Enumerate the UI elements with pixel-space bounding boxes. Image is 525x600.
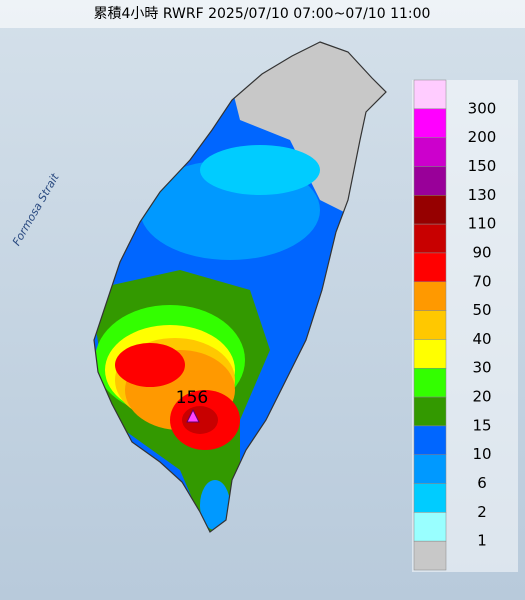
legend-swatch (413, 166, 447, 196)
legend-label: 90 (472, 243, 491, 261)
legend-label: 1 (477, 532, 487, 550)
legend-swatch (413, 79, 447, 110)
legend-label: 200 (468, 128, 497, 146)
legend-label: 30 (472, 359, 491, 377)
title-bar (0, 0, 525, 28)
coastline (93, 41, 387, 533)
legend-label: 6 (477, 474, 487, 492)
legend-label: 70 (472, 272, 491, 290)
legend-swatch (413, 425, 447, 455)
legend-label: 2 (477, 503, 487, 521)
max-marker (186, 408, 200, 423)
legend-swatch (413, 367, 447, 398)
title: 累積4小時 RWRF 2025/07/10 07:00~07/10 11:00 (94, 6, 431, 22)
legend-label: 130 (468, 186, 497, 204)
legend-swatch (413, 454, 447, 484)
legend-swatch (413, 108, 447, 138)
legend-label: 40 (472, 330, 491, 348)
legend-label: 50 (472, 301, 491, 319)
legend-swatch (413, 281, 447, 311)
legend-swatch (413, 396, 447, 427)
legend-swatch (413, 339, 447, 369)
legend-swatch (413, 512, 447, 542)
legend-label: 150 (468, 157, 497, 175)
legend-label: 15 (472, 416, 491, 434)
legend: 300 200 150 130 110 90 70 50 40 30 20 15 10 6 2 1 (413, 79, 497, 571)
legend-swatch (413, 540, 447, 571)
legend-swatch (413, 310, 447, 340)
legend-swatch (413, 195, 447, 225)
legend-label: 10 (472, 445, 491, 463)
max-label: 156 (176, 388, 208, 408)
legend-swatch (413, 137, 447, 167)
legend-label: 20 (472, 388, 491, 406)
legend-label: 300 (468, 99, 497, 117)
legend-swatch (413, 252, 447, 283)
legend-label: 110 (468, 215, 497, 233)
legend-swatch (413, 483, 447, 513)
legend-swatch (413, 223, 447, 254)
